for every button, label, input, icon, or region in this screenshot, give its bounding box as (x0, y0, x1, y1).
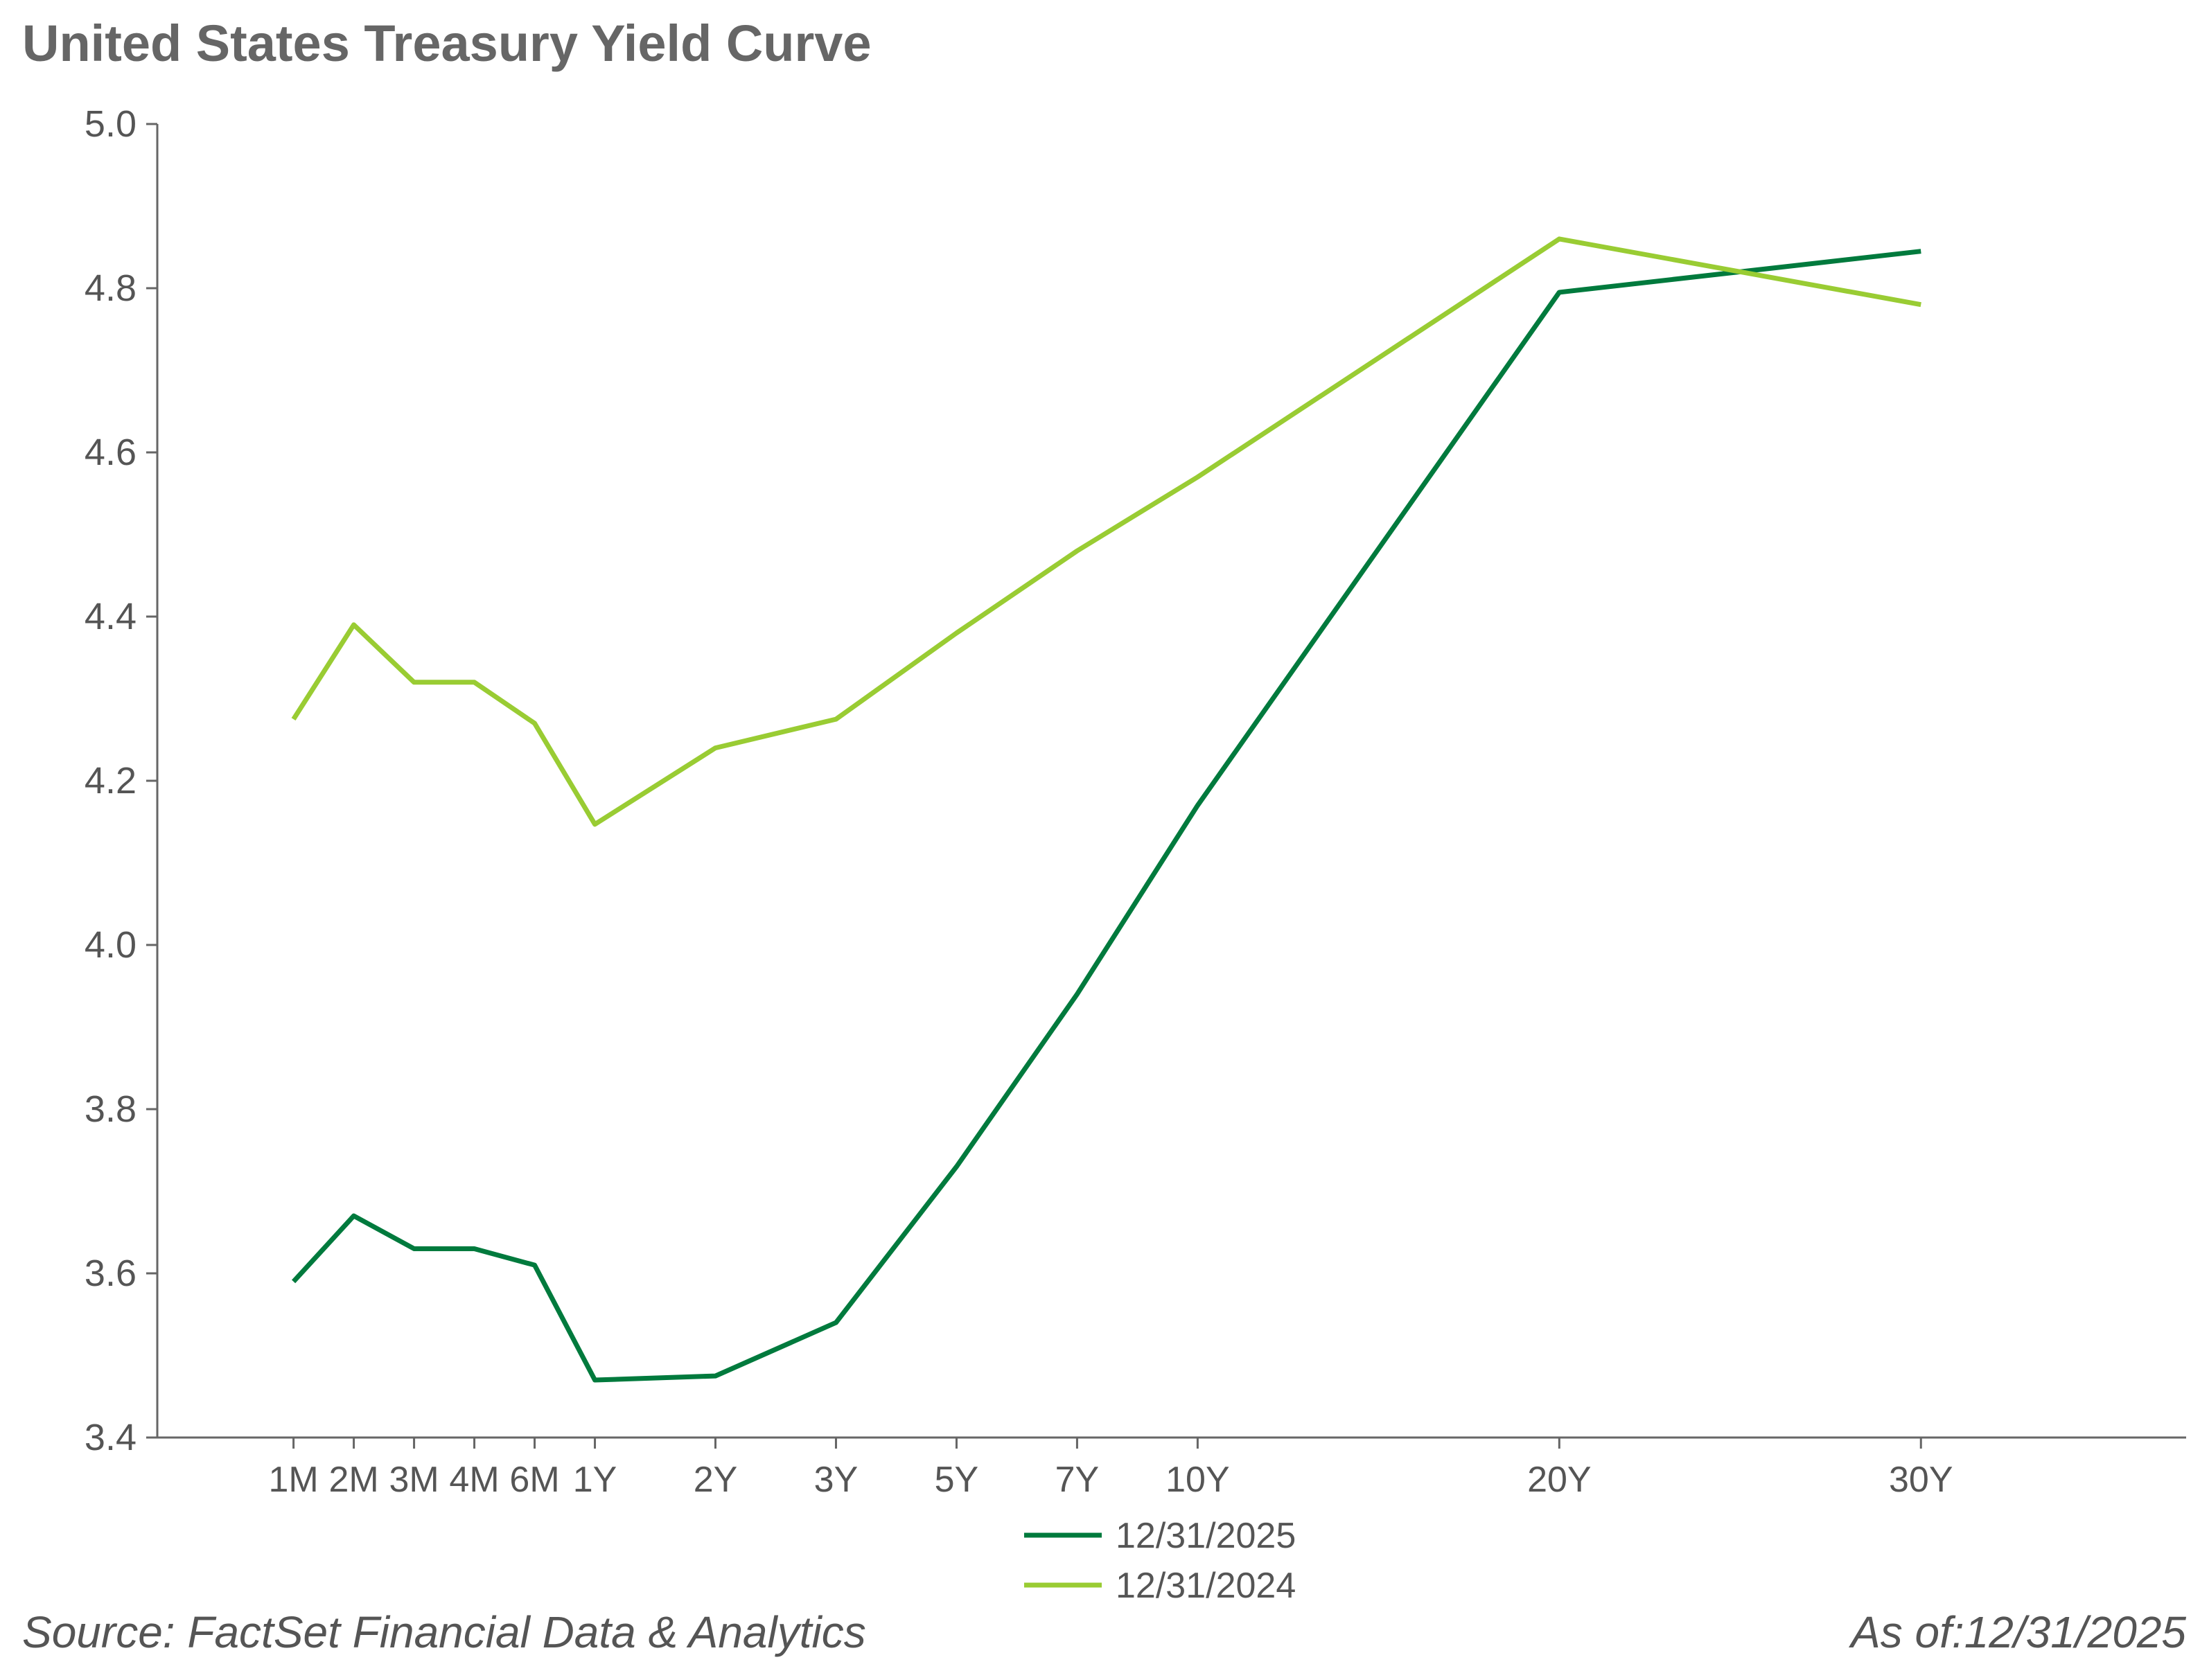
x-tick-label: 1Y (573, 1460, 617, 1500)
x-tick-label: 10Y (1165, 1460, 1230, 1500)
as-of-note: As of:12/31/2025 (1848, 1607, 2186, 1657)
x-tick-label: 3Y (814, 1460, 859, 1500)
x-tick-label: 7Y (1055, 1460, 1100, 1500)
y-tick-label: 4.6 (85, 432, 137, 473)
data-line (292, 249, 1921, 1383)
data-line (291, 236, 1921, 827)
legend-label: 12/31/2025 (1116, 1516, 1296, 1556)
x-tick-label: 6M (509, 1460, 559, 1500)
x-tick-label: 20Y (1527, 1460, 1592, 1500)
source-note: Source: FactSet Financial Data & Analyti… (22, 1607, 866, 1657)
x-tick-label: 2M (328, 1460, 378, 1500)
y-tick-label: 4.0 (85, 924, 137, 966)
y-tick-label: 4.8 (85, 267, 137, 309)
y-tick-label: 3.4 (85, 1417, 137, 1458)
x-tick-label: 30Y (1889, 1460, 1953, 1500)
x-tick-label: 2Y (694, 1460, 738, 1500)
y-tick-label: 3.6 (85, 1253, 137, 1294)
x-tick-label: 4M (449, 1460, 499, 1500)
y-tick-label: 4.2 (85, 760, 137, 802)
legend-label: 12/31/2024 (1116, 1566, 1296, 1606)
y-tick-label: 4.4 (85, 596, 137, 637)
chart-title: United States Treasury Yield Curve (22, 15, 872, 72)
x-tick-label: 3M (389, 1460, 439, 1500)
y-tick-label: 3.8 (85, 1088, 137, 1130)
x-tick-label: 5Y (935, 1460, 979, 1500)
y-tick-label: 5.0 (85, 103, 137, 145)
x-tick-label: 1M (268, 1460, 318, 1500)
